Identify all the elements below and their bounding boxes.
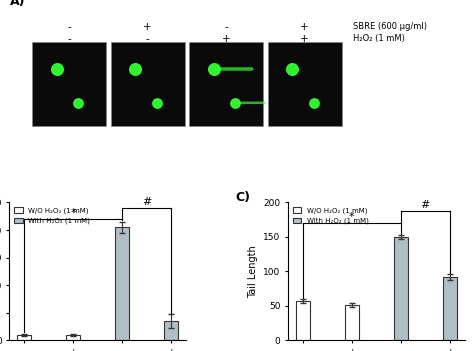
Text: -: - <box>146 34 150 44</box>
Text: *: * <box>71 208 76 218</box>
Text: -: - <box>67 34 71 44</box>
Bar <box>345 305 359 340</box>
Text: SBRE (600 μg/ml): SBRE (600 μg/ml) <box>353 22 427 31</box>
Text: #: # <box>142 197 151 207</box>
Bar <box>18 335 31 340</box>
Bar <box>164 321 178 340</box>
Text: -: - <box>224 22 228 32</box>
Text: #: # <box>420 200 430 210</box>
Text: C): C) <box>235 191 250 204</box>
Text: A): A) <box>9 0 25 8</box>
Text: H₂O₂ (1 mM): H₂O₂ (1 mM) <box>353 34 405 43</box>
Bar <box>66 335 80 340</box>
Text: -: - <box>67 22 71 32</box>
Text: +: + <box>301 34 309 44</box>
Text: +: + <box>222 34 230 44</box>
Text: +: + <box>301 22 309 32</box>
Legend: W/O H₂O₂ (1 mM), With H₂O₂ (1 mM): W/O H₂O₂ (1 mM), With H₂O₂ (1 mM) <box>13 206 91 226</box>
Y-axis label: Tail Length: Tail Length <box>248 245 258 298</box>
Text: +: + <box>144 22 152 32</box>
Bar <box>394 237 408 340</box>
Legend: W/O H₂O₂ (1 mM), With H₂O₂ (1 mM): W/O H₂O₂ (1 mM), With H₂O₂ (1 mM) <box>292 206 370 226</box>
Bar <box>296 301 310 340</box>
Bar <box>115 227 129 340</box>
Bar <box>443 277 456 340</box>
Text: *: * <box>349 212 355 223</box>
